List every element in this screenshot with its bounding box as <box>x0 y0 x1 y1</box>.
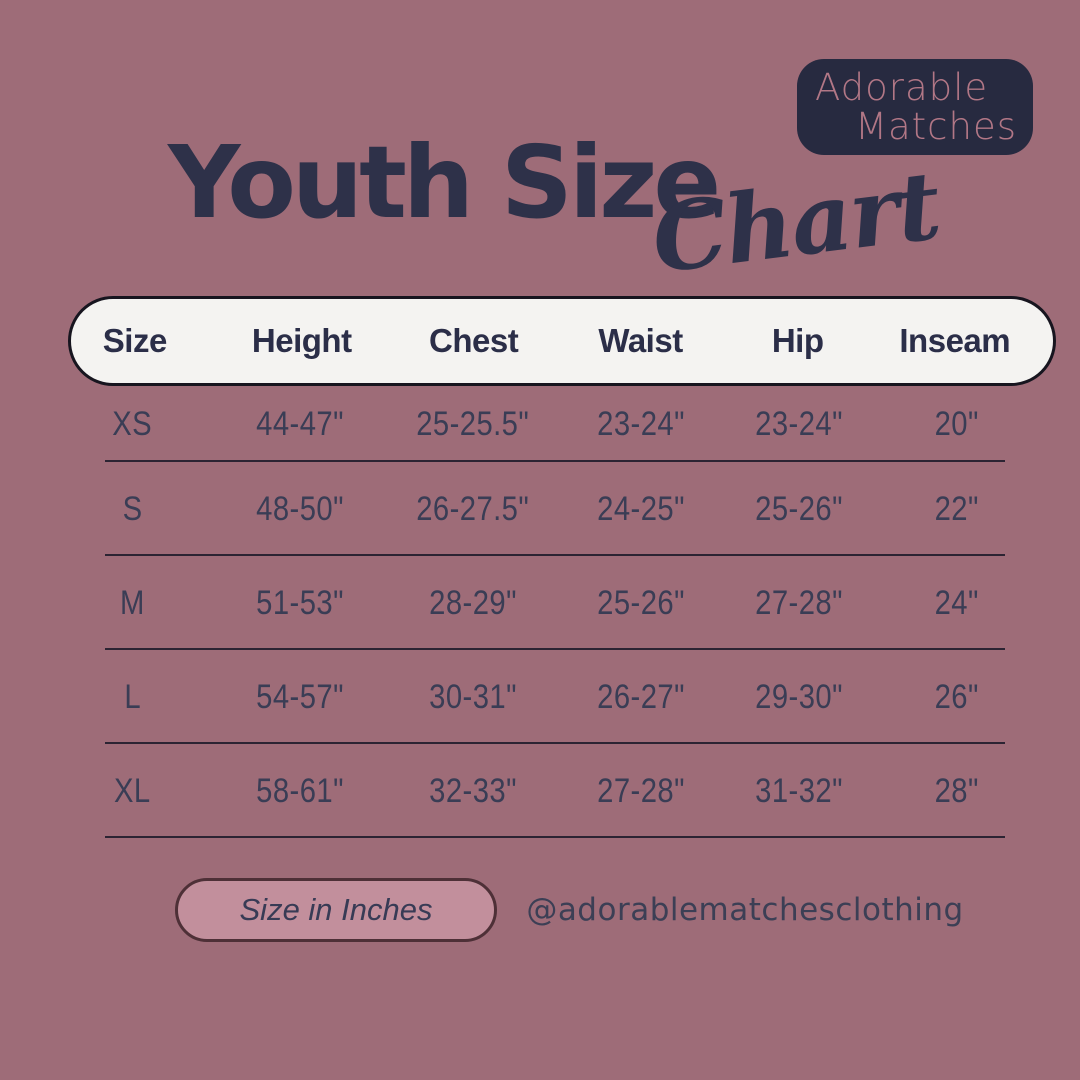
cell-hip: 27-28" <box>755 583 843 622</box>
column-header-waist: Waist <box>598 322 683 359</box>
cell-waist: 26-27" <box>597 677 685 716</box>
size-chart-table: Size Height Chest Waist Hip Inseam XS 44… <box>68 296 1056 838</box>
cell-waist: 23-24" <box>597 404 685 443</box>
cell-height: 54-57" <box>256 677 345 716</box>
cell-inseam: 20" <box>935 404 980 443</box>
cell-height: 58-61" <box>256 771 345 810</box>
units-note-label: Size in Inches <box>239 892 433 927</box>
cell-waist: 27-28" <box>597 771 685 810</box>
table-row-s: S 48-50" 26-27.5" 24-25" 25-26" 22" <box>68 462 1056 556</box>
table-header-row: Size Height Chest Waist Hip Inseam <box>68 296 1056 386</box>
table-row-xs: XS 44-47" 25-25.5" 23-24" 23-24" 20" <box>68 386 1056 462</box>
cell-chest: 28-29" <box>429 583 517 622</box>
cell-size: L <box>123 677 141 716</box>
cell-chest: 32-33" <box>429 771 517 810</box>
cell-height: 44-47" <box>256 404 345 443</box>
cell-height: 51-53" <box>256 583 345 622</box>
cell-chest: 25-25.5" <box>416 404 530 443</box>
table-row-l: L 54-57" 30-31" 26-27" 29-30" 26" <box>68 650 1056 744</box>
cell-inseam: 26" <box>935 677 980 716</box>
cell-inseam: 22" <box>935 489 980 528</box>
column-header-chest: Chest <box>429 322 519 359</box>
social-handle: @adorablematchesclothing <box>526 892 964 928</box>
brand-name-line1: Adorable <box>815 66 989 109</box>
table-row-xl: XL 58-61" 32-33" 27-28" 31-32" 28" <box>68 744 1056 838</box>
cell-hip: 23-24" <box>755 404 843 443</box>
column-header-height: Height <box>251 322 352 359</box>
cell-inseam: 28" <box>935 771 980 810</box>
cell-hip: 29-30" <box>755 677 843 716</box>
cell-waist: 24-25" <box>597 489 685 528</box>
cell-hip: 25-26" <box>755 489 843 528</box>
cell-size: S <box>122 489 143 528</box>
brand-badge: Adorable Matches <box>797 59 1033 155</box>
units-note-pill: Size in Inches <box>175 878 497 942</box>
column-header-size: Size <box>102 322 168 359</box>
cell-size: XL <box>113 771 151 810</box>
column-header-inseam: Inseam <box>899 322 1011 359</box>
page-title: Youth Size <box>168 124 721 241</box>
cell-hip: 31-32" <box>755 771 843 810</box>
cell-size: XS <box>112 404 153 443</box>
table-row-m: M 51-53" 28-29" 25-26" 27-28" 24" <box>68 556 1056 650</box>
cell-inseam: 24" <box>935 583 980 622</box>
cell-chest: 26-27.5" <box>416 489 530 528</box>
cell-chest: 30-31" <box>429 677 517 716</box>
cell-height: 48-50" <box>256 489 345 528</box>
cell-waist: 25-26" <box>597 583 685 622</box>
column-header-hip: Hip <box>771 322 824 359</box>
cell-size: M <box>119 583 145 622</box>
brand-name-line2: Matches <box>855 105 1017 148</box>
